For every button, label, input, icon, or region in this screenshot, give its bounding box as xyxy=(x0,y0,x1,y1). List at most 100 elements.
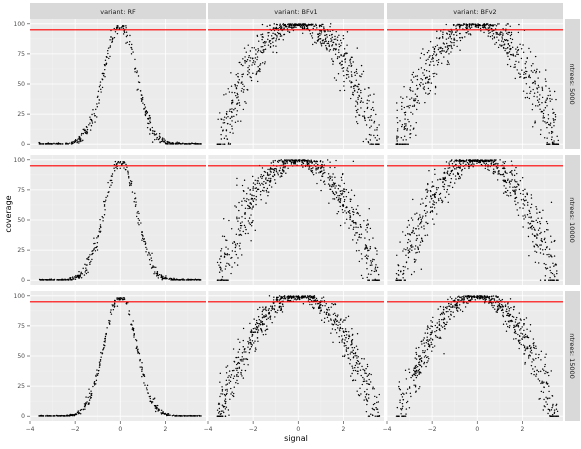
data-point xyxy=(522,198,525,200)
data-point xyxy=(140,222,142,224)
data-point xyxy=(286,159,288,162)
data-point xyxy=(252,327,255,330)
data-point xyxy=(366,231,368,233)
data-point xyxy=(316,160,318,163)
data-point xyxy=(352,91,354,94)
data-point xyxy=(306,162,308,164)
data-point xyxy=(122,33,125,35)
data-point xyxy=(407,252,410,254)
data-point xyxy=(341,341,343,343)
data-point xyxy=(319,170,321,173)
data-point xyxy=(69,413,72,416)
data-point xyxy=(109,179,112,182)
data-point xyxy=(376,415,378,417)
data-point xyxy=(284,159,286,162)
data-point xyxy=(407,249,409,251)
data-point xyxy=(499,173,502,176)
data-point xyxy=(327,30,329,32)
data-point xyxy=(274,311,277,313)
data-point xyxy=(287,295,289,297)
data-point xyxy=(334,48,336,50)
data-point xyxy=(96,249,99,251)
data-point xyxy=(447,47,450,50)
data-point xyxy=(99,84,101,86)
data-point xyxy=(338,34,340,36)
data-point xyxy=(310,23,313,25)
data-point xyxy=(221,235,224,237)
column-strip xyxy=(208,3,384,19)
data-point xyxy=(467,163,470,165)
data-point xyxy=(228,91,231,93)
data-point xyxy=(335,191,337,193)
data-point xyxy=(83,403,86,405)
data-point xyxy=(355,100,357,102)
data-point xyxy=(259,68,261,71)
data-point xyxy=(252,200,255,203)
data-point xyxy=(341,193,343,196)
data-point xyxy=(358,236,361,238)
data-point xyxy=(262,45,264,48)
data-point xyxy=(552,118,554,120)
data-point xyxy=(151,141,154,143)
data-point xyxy=(427,222,429,225)
data-point xyxy=(401,125,403,128)
data-point xyxy=(253,197,256,200)
data-point xyxy=(485,162,488,165)
data-point xyxy=(112,38,114,40)
data-point xyxy=(276,36,278,38)
data-point xyxy=(303,160,305,162)
data-point xyxy=(226,254,228,256)
data-point xyxy=(88,399,91,401)
data-point xyxy=(537,217,539,219)
data-point xyxy=(430,61,432,63)
data-point xyxy=(506,189,509,192)
data-point xyxy=(249,322,251,325)
data-point xyxy=(327,320,330,322)
data-point xyxy=(315,162,317,164)
data-point xyxy=(265,314,267,316)
data-point xyxy=(96,369,98,371)
data-point xyxy=(82,267,84,270)
data-point xyxy=(237,99,240,101)
data-point xyxy=(337,210,340,213)
data-point xyxy=(405,248,407,251)
data-point xyxy=(426,51,429,54)
data-point xyxy=(76,274,79,277)
data-point xyxy=(514,197,516,200)
data-point xyxy=(342,203,344,206)
data-point xyxy=(404,135,406,137)
data-point xyxy=(332,41,334,43)
data-point xyxy=(433,207,436,209)
data-point xyxy=(119,167,121,170)
data-point xyxy=(511,169,513,172)
data-point xyxy=(117,161,120,163)
data-point xyxy=(433,64,435,67)
data-point xyxy=(341,60,343,63)
data-point xyxy=(103,200,105,203)
data-point xyxy=(417,99,419,102)
data-point xyxy=(538,227,541,229)
data-point xyxy=(316,168,319,170)
data-point xyxy=(102,217,104,219)
data-point xyxy=(226,279,229,281)
data-point xyxy=(546,98,548,100)
data-point xyxy=(410,90,412,92)
data-point xyxy=(538,262,540,264)
data-point xyxy=(373,409,376,411)
data-point xyxy=(450,177,453,180)
data-point xyxy=(436,44,439,46)
data-point xyxy=(309,33,312,35)
data-point xyxy=(130,182,133,185)
data-point xyxy=(420,81,422,84)
data-point xyxy=(275,26,278,29)
data-point xyxy=(366,388,368,391)
data-point xyxy=(329,176,331,178)
data-point xyxy=(261,313,263,316)
data-point xyxy=(341,179,343,181)
data-point xyxy=(446,172,449,175)
data-point xyxy=(267,173,269,175)
data-point xyxy=(527,235,530,238)
data-point xyxy=(456,24,458,26)
data-point xyxy=(515,203,517,206)
data-point xyxy=(108,323,111,325)
